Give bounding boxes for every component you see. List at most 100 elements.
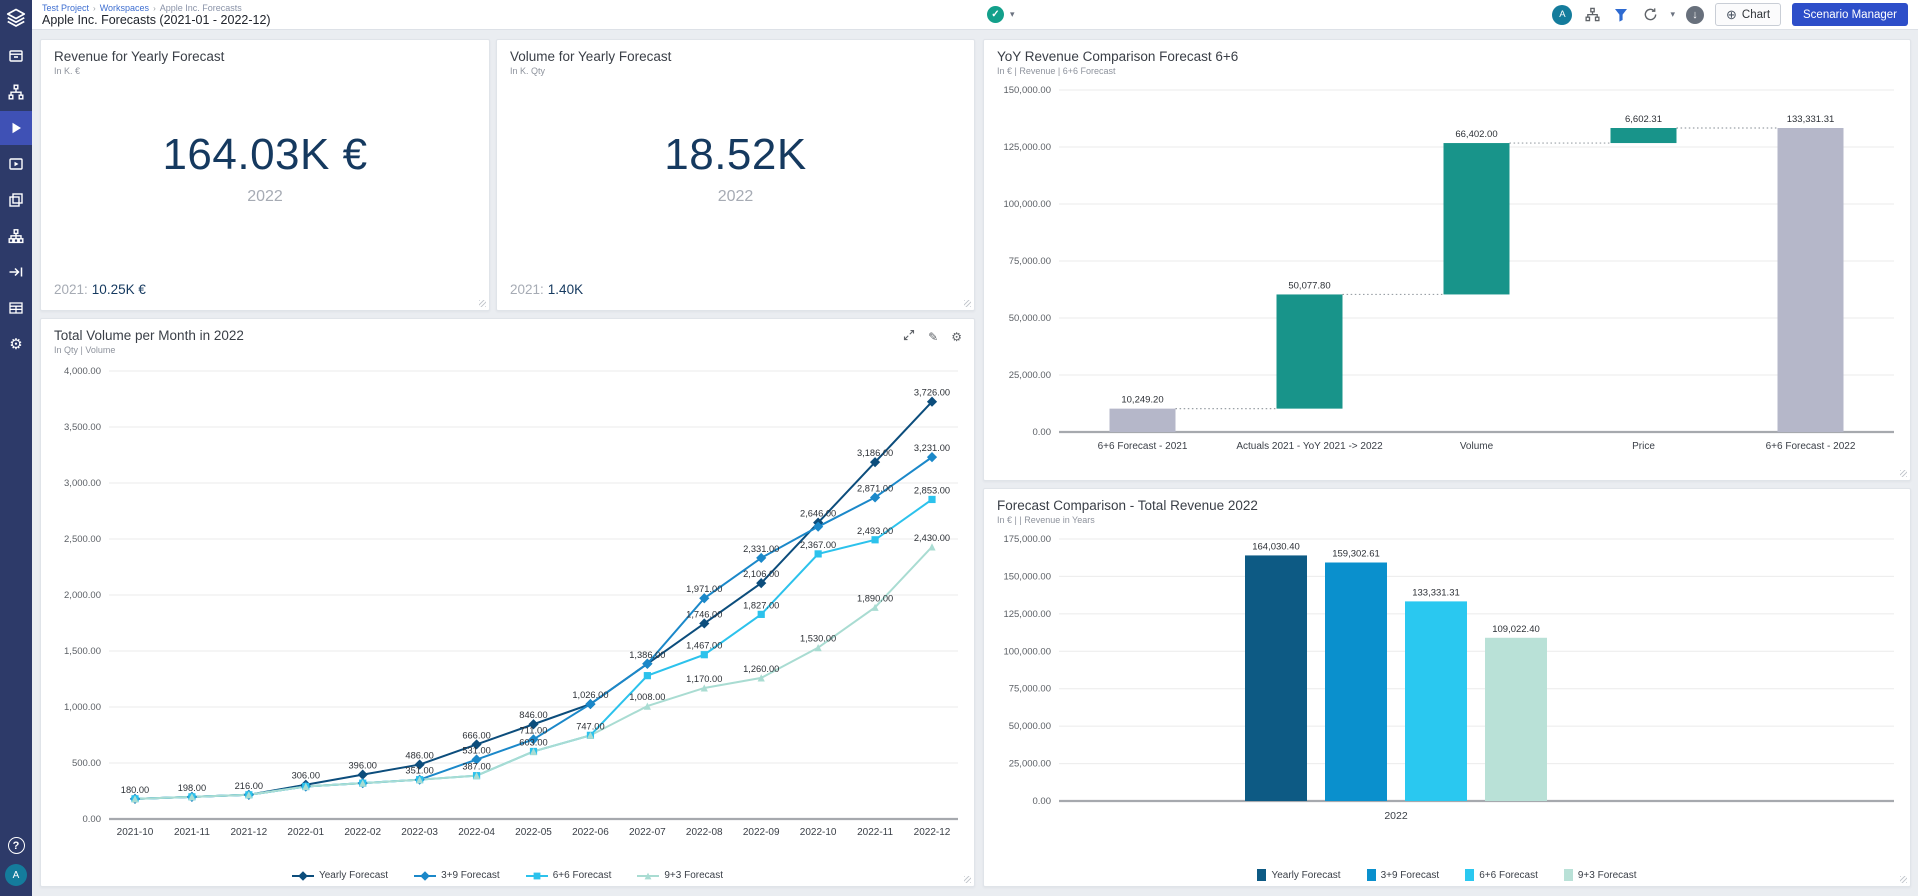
svg-text:3,000.00: 3,000.00 bbox=[64, 478, 101, 489]
svg-text:2,430.00: 2,430.00 bbox=[914, 533, 950, 543]
card-title: Revenue for Yearly Forecast bbox=[54, 49, 225, 64]
legend-label: 3+9 Forecast bbox=[1380, 869, 1440, 881]
card-resize-handle[interactable] bbox=[964, 876, 971, 883]
card-subtitle: In K. € bbox=[54, 66, 81, 76]
refresh-caret-icon[interactable]: ▾ bbox=[1670, 9, 1675, 19]
refresh-icon[interactable] bbox=[1641, 6, 1659, 24]
legend-swatch bbox=[1465, 869, 1475, 881]
svg-text:2022-09: 2022-09 bbox=[743, 827, 780, 838]
svg-text:2022-12: 2022-12 bbox=[914, 827, 951, 838]
saved-check-icon[interactable]: ✓ bbox=[987, 6, 1004, 23]
chevron-down-icon[interactable]: ▾ bbox=[1010, 9, 1015, 19]
sidebar-item-presentations[interactable] bbox=[0, 147, 32, 181]
svg-text:175,000.00: 175,000.00 bbox=[1003, 534, 1051, 545]
svg-text:0.00: 0.00 bbox=[1033, 427, 1052, 438]
svg-text:133,331.31: 133,331.31 bbox=[1787, 114, 1835, 125]
filter-icon[interactable] bbox=[1612, 6, 1630, 24]
sidebar-item-data-tables[interactable] bbox=[0, 291, 32, 325]
breadcrumb: Test Project › Workspaces › Apple Inc. Forec… bbox=[42, 3, 242, 13]
breadcrumb-link[interactable]: Apple Inc. Forecasts bbox=[159, 3, 242, 13]
svg-text:2022: 2022 bbox=[1384, 810, 1408, 822]
bar-chart: 0.00 25,000.00 50,000.00 75,000.00 100,000.0… bbox=[1003, 534, 1894, 822]
legend-label: Yearly Forecast bbox=[318, 870, 389, 881]
sidebar-item-settings[interactable]: ⚙ bbox=[9, 335, 23, 353]
sidebar-item-simulations[interactable] bbox=[0, 111, 32, 145]
sidebar-item-workspaces[interactable] bbox=[0, 183, 32, 217]
app-logo[interactable] bbox=[0, 5, 32, 31]
card-resize-handle[interactable] bbox=[479, 300, 486, 307]
legend-item[interactable]: Yearly Forecast bbox=[1257, 869, 1341, 881]
legend-item[interactable]: 6+6 Forecast bbox=[1465, 869, 1538, 881]
kpi-period: 2022 bbox=[717, 188, 754, 205]
bar-chart-legend: Yearly Forecast 3+9 Forecast 6+6 Forecast 9… bbox=[984, 869, 1910, 881]
kpi-prev-value: 10.25K € bbox=[91, 282, 146, 297]
legend-swatch bbox=[1366, 869, 1376, 881]
svg-text:50,077.80: 50,077.80 bbox=[1288, 280, 1330, 291]
svg-text:100,000.00: 100,000.00 bbox=[1003, 646, 1051, 657]
svg-text:396.00: 396.00 bbox=[348, 761, 376, 771]
svg-text:50,000.00: 50,000.00 bbox=[1009, 313, 1051, 324]
kpi-prev-label: 2021: bbox=[510, 282, 544, 297]
card-title: Volume for Yearly Forecast bbox=[510, 49, 672, 64]
line-chart: 0.00 500.00 1,000.00 1,500.00 2,000.00 2,500.… bbox=[64, 366, 958, 838]
sidebar-item-scenarios[interactable] bbox=[0, 219, 32, 253]
breadcrumb-link[interactable]: Workspaces bbox=[99, 3, 150, 13]
sidebar-item-models[interactable] bbox=[0, 39, 32, 73]
svg-text:6+6 Forecast - 2022: 6+6 Forecast - 2022 bbox=[1766, 441, 1856, 452]
svg-text:2,000.00: 2,000.00 bbox=[64, 590, 101, 601]
breadcrumb-link[interactable]: Test Project bbox=[42, 3, 90, 13]
card-resize-handle[interactable] bbox=[1900, 470, 1907, 477]
legend-item[interactable]: 9+3 Forecast bbox=[1563, 869, 1637, 881]
svg-text:133,331.31: 133,331.31 bbox=[1412, 587, 1460, 598]
card-title: YoY Revenue Comparison Forecast 6+6 bbox=[997, 49, 1239, 64]
help-icon[interactable]: ? bbox=[7, 837, 25, 854]
download-icon[interactable]: ↓ bbox=[1685, 5, 1704, 24]
svg-text:1,467.00: 1,467.00 bbox=[686, 641, 722, 651]
legend-label: 9+3 Forecast bbox=[1577, 869, 1637, 881]
card-title: Forecast Comparison - Total Revenue 2022 bbox=[997, 498, 1258, 513]
svg-text:3,231.00: 3,231.00 bbox=[914, 443, 950, 453]
waterfall-chart: 0.00 25,000.00 50,000.00 75,000.00 100,000.0… bbox=[1003, 85, 1894, 452]
kpi-prev-value: 1.40K bbox=[547, 282, 584, 297]
legend-item[interactable]: 6+6 Forecast bbox=[525, 870, 611, 881]
breadcrumb-separator: › bbox=[153, 4, 156, 13]
svg-text:2022-10: 2022-10 bbox=[800, 827, 837, 838]
expand-icon[interactable] bbox=[903, 329, 915, 344]
svg-text:125,000.00: 125,000.00 bbox=[1003, 609, 1051, 620]
card-resize-handle[interactable] bbox=[1900, 876, 1907, 883]
drivertree-icon[interactable] bbox=[1583, 6, 1601, 24]
legend-item[interactable]: 9+3 Forecast bbox=[637, 870, 723, 881]
svg-text:1,746.00: 1,746.00 bbox=[686, 609, 722, 619]
edit-pencil-icon[interactable]: ✎ bbox=[928, 329, 939, 344]
top-header: Test Project › Workspaces › Apple Inc. Forec… bbox=[32, 0, 1918, 30]
svg-text:75,000.00: 75,000.00 bbox=[1009, 256, 1051, 267]
svg-text:216.00: 216.00 bbox=[235, 781, 263, 791]
svg-text:66,402.00: 66,402.00 bbox=[1455, 129, 1497, 140]
sidebar-item-import[interactable] bbox=[0, 255, 32, 289]
svg-text:1,971.00: 1,971.00 bbox=[686, 584, 722, 594]
svg-text:25,000.00: 25,000.00 bbox=[1009, 759, 1051, 770]
svg-text:1,386.00: 1,386.00 bbox=[629, 650, 665, 660]
legend-item[interactable]: 3+9 Forecast bbox=[414, 870, 500, 881]
svg-text:306.00: 306.00 bbox=[292, 771, 320, 781]
svg-text:500.00: 500.00 bbox=[72, 758, 101, 769]
svg-text:4,000.00: 4,000.00 bbox=[64, 366, 101, 377]
svg-text:1,500.00: 1,500.00 bbox=[64, 646, 101, 657]
legend-item[interactable]: Yearly Forecast bbox=[291, 870, 389, 881]
svg-text:747.00: 747.00 bbox=[576, 721, 604, 731]
kpi-period: 2022 bbox=[247, 188, 283, 205]
scenario-manager-button[interactable]: Scenario Manager bbox=[1792, 3, 1908, 26]
card-resize-handle[interactable] bbox=[964, 300, 971, 307]
plus-circle-icon: ⊕ bbox=[1725, 6, 1737, 22]
add-chart-button[interactable]: ⊕ Chart bbox=[1714, 3, 1782, 26]
line-chart-card: Total Volume per Month in 2022 In Qty | … bbox=[40, 318, 975, 887]
svg-text:2022-05: 2022-05 bbox=[515, 827, 552, 838]
svg-text:2,871.00: 2,871.00 bbox=[857, 483, 893, 493]
svg-text:10,249.20: 10,249.20 bbox=[1121, 395, 1163, 406]
sidebar-item-drivertree[interactable] bbox=[0, 75, 32, 109]
user-avatar[interactable]: A bbox=[5, 864, 27, 886]
svg-text:150,000.00: 150,000.00 bbox=[1003, 571, 1051, 582]
legend-item[interactable]: 3+9 Forecast bbox=[1366, 869, 1440, 881]
presence-avatar[interactable]: A bbox=[1552, 4, 1573, 25]
gear-icon[interactable]: ⚙ bbox=[951, 329, 962, 344]
